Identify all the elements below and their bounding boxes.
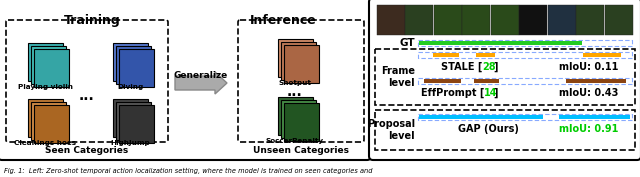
Bar — [418, 40, 632, 46]
Text: Diving: Diving — [117, 84, 143, 90]
Text: Unseen Categories: Unseen Categories — [253, 146, 349, 155]
Text: mIoU: 0.43: mIoU: 0.43 — [559, 88, 619, 98]
Bar — [418, 114, 632, 120]
Bar — [278, 39, 312, 77]
FancyBboxPatch shape — [6, 20, 168, 142]
Bar — [559, 115, 630, 119]
Bar — [434, 5, 462, 35]
Bar — [118, 105, 154, 143]
Text: ]: ] — [493, 62, 498, 72]
Bar — [28, 99, 63, 137]
Bar — [115, 102, 150, 140]
Bar — [113, 43, 147, 81]
Bar — [33, 105, 68, 143]
Bar — [476, 53, 495, 57]
Bar — [418, 52, 632, 58]
Bar — [424, 79, 461, 83]
FancyBboxPatch shape — [375, 110, 635, 150]
Text: Generalize: Generalize — [174, 71, 228, 80]
Bar — [519, 5, 547, 35]
Bar — [28, 43, 63, 81]
Text: Fig. 1:  Left: Zero-shot temporal action localization setting, where the model i: Fig. 1: Left: Zero-shot temporal action … — [4, 168, 372, 174]
Text: Seen Categories: Seen Categories — [45, 146, 129, 155]
Text: GAP (Ours): GAP (Ours) — [458, 124, 519, 134]
Bar — [462, 5, 490, 35]
Text: Training: Training — [63, 14, 120, 27]
Text: mIoU: 0.91: mIoU: 0.91 — [559, 124, 619, 134]
Bar — [284, 103, 319, 141]
FancyBboxPatch shape — [0, 0, 371, 160]
Bar — [576, 5, 604, 35]
Text: SoccerPenalty: SoccerPenalty — [266, 138, 324, 144]
Text: ...: ... — [79, 89, 95, 103]
Bar — [118, 49, 154, 87]
FancyBboxPatch shape — [375, 49, 635, 105]
Text: GT: GT — [399, 38, 415, 48]
Bar — [278, 97, 312, 135]
Bar — [284, 45, 319, 83]
Text: Playing violin: Playing violin — [17, 84, 72, 90]
Bar — [280, 100, 316, 138]
Text: Frame
level: Frame level — [381, 66, 415, 88]
Bar — [31, 102, 65, 140]
Text: Cleanings hoes: Cleanings hoes — [14, 140, 76, 146]
Text: Proposal
level: Proposal level — [367, 119, 415, 141]
Text: EffPrompt [: EffPrompt [ — [421, 88, 484, 98]
Bar — [548, 5, 575, 35]
Bar — [377, 5, 405, 35]
FancyBboxPatch shape — [238, 20, 364, 142]
Text: ]: ] — [493, 88, 498, 98]
Text: ...: ... — [287, 85, 303, 99]
Text: mIoU: 0.11: mIoU: 0.11 — [559, 62, 619, 72]
FancyArrow shape — [175, 72, 227, 94]
Bar — [583, 53, 621, 57]
Bar — [115, 46, 150, 84]
Bar — [419, 115, 543, 119]
Bar — [605, 5, 632, 35]
Bar — [474, 79, 499, 83]
Bar — [419, 41, 582, 45]
Text: HighJump: HighJump — [110, 140, 150, 146]
Bar — [113, 99, 147, 137]
FancyBboxPatch shape — [369, 0, 640, 160]
Bar — [433, 53, 459, 57]
Bar — [491, 5, 519, 35]
Bar — [31, 46, 65, 84]
Bar — [406, 5, 433, 35]
Bar — [566, 79, 625, 83]
Text: Inference: Inference — [250, 14, 316, 27]
Bar — [33, 49, 68, 87]
Text: 14: 14 — [484, 88, 498, 98]
Text: 28: 28 — [482, 62, 496, 72]
Bar — [418, 78, 632, 84]
Bar — [280, 42, 316, 80]
Text: Shotput: Shotput — [278, 80, 312, 86]
Text: STALE [: STALE [ — [441, 62, 482, 72]
